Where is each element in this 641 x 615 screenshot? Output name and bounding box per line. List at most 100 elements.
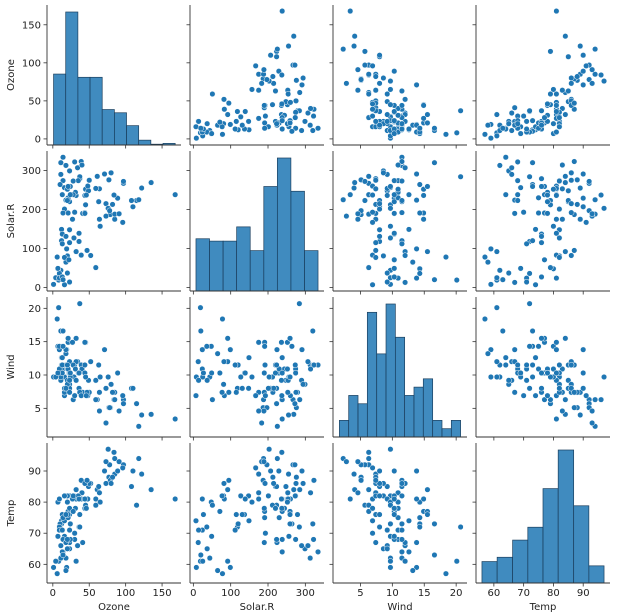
scatter-point <box>279 415 286 423</box>
scatter-point <box>255 87 262 94</box>
x-axis-label: Wind <box>387 602 412 613</box>
x-tick-label: 0 <box>190 588 196 599</box>
scatter-point <box>102 419 110 427</box>
scatter-point <box>556 177 563 185</box>
scatter-point <box>535 194 542 201</box>
scatter-point <box>538 273 545 281</box>
scatter-point <box>559 161 566 169</box>
scatter-point <box>508 164 515 171</box>
scatter-point <box>493 111 500 118</box>
scatter-point <box>200 511 207 518</box>
panel <box>186 151 324 295</box>
scatter-point <box>66 527 73 534</box>
scatter-point <box>372 87 379 94</box>
scatter-point <box>372 73 379 80</box>
scatter-point <box>553 90 560 98</box>
scatter-point <box>544 369 551 377</box>
scatter-point <box>73 377 80 384</box>
scatter-point <box>233 118 240 125</box>
scatter-point <box>405 191 412 198</box>
scatter-point <box>496 162 503 169</box>
scatter-point <box>296 486 303 493</box>
scatter-point <box>292 114 299 121</box>
scatter-point <box>387 564 394 571</box>
scatter-point <box>376 206 383 213</box>
scatter-point <box>278 339 285 346</box>
scatter-point <box>387 78 394 85</box>
scatter-point <box>59 191 66 198</box>
scatter-point <box>532 281 539 288</box>
scatter-point <box>351 179 358 186</box>
scatter-point <box>278 505 285 512</box>
scatter-point <box>556 114 563 121</box>
scatter-point <box>292 480 300 487</box>
y-tick-label: 70 <box>28 529 41 540</box>
scatter-point <box>116 407 123 415</box>
scatter-point <box>395 112 402 119</box>
scatter-point <box>66 167 73 174</box>
scatter-point <box>224 486 231 493</box>
scatter-point <box>66 226 73 233</box>
scatter-point <box>387 234 394 242</box>
scatter-point <box>54 254 61 261</box>
scatter-point <box>532 226 539 233</box>
scatter-point <box>192 517 200 524</box>
scatter-point <box>76 523 83 531</box>
x-axis-label: Solar.R <box>240 602 275 613</box>
scatter-point <box>502 154 509 161</box>
hist-bar <box>366 311 378 438</box>
scatter-point <box>405 548 412 555</box>
y-tick-label: 20 <box>28 304 41 315</box>
scatter-point <box>580 369 587 377</box>
scatter-point <box>57 171 64 178</box>
scatter-point <box>424 183 431 190</box>
scatter-point <box>286 335 294 342</box>
scatter-point <box>195 539 202 546</box>
scatter-point <box>96 407 103 415</box>
scatter-point <box>550 120 557 127</box>
scatter-point <box>314 548 322 555</box>
scatter-point <box>239 122 246 129</box>
scatter-point <box>369 517 376 524</box>
scatter-point <box>50 564 57 571</box>
scatter-point <box>372 118 379 125</box>
scatter-point <box>50 281 57 288</box>
scatter-point <box>279 354 286 361</box>
scatter-point <box>65 335 72 342</box>
scatter-point <box>255 489 262 496</box>
scatter-point <box>261 125 268 132</box>
scatter-point <box>416 125 423 132</box>
x-tick-label: 100 <box>221 588 240 599</box>
scatter-point <box>208 533 215 540</box>
scatter-point <box>453 129 460 136</box>
x-tick-label: 150 <box>153 588 172 599</box>
hist-bar <box>77 76 91 146</box>
scatter-point <box>54 315 61 323</box>
scatter-point <box>92 502 99 509</box>
scatter-point <box>391 68 398 75</box>
hist-bar <box>557 449 575 584</box>
scatter-point <box>274 423 281 430</box>
scatter-point <box>269 101 276 108</box>
scatter-point <box>199 558 206 565</box>
scatter-point <box>245 354 253 361</box>
x-tick-label: 0 <box>50 588 56 599</box>
scatter-point <box>424 119 431 126</box>
scatter-point <box>286 119 294 126</box>
scatter-point <box>193 564 200 571</box>
scatter-point <box>398 548 405 555</box>
scatter-point <box>589 419 596 427</box>
scatter-point <box>279 369 286 377</box>
y-tick-label: 150 <box>22 20 41 31</box>
scatter-point <box>64 545 71 552</box>
scatter-point <box>387 205 394 212</box>
scatter-point <box>553 216 560 223</box>
scatter-point <box>239 385 246 392</box>
scatter-point <box>402 96 409 103</box>
scatter-point <box>216 119 223 126</box>
scatter-point <box>541 114 548 121</box>
scatter-point <box>279 125 286 133</box>
scatter-point <box>511 389 518 396</box>
scatter-point <box>493 358 500 365</box>
scatter-point <box>266 373 273 381</box>
